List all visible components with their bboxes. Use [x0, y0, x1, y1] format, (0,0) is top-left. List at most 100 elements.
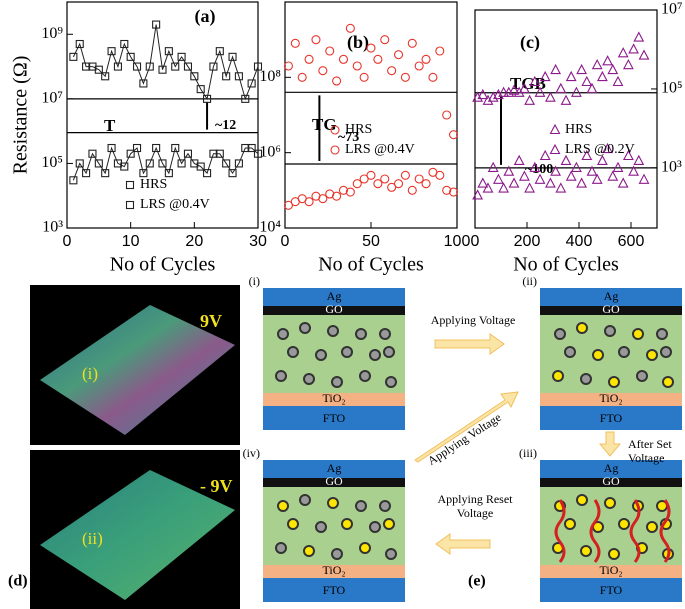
particle	[608, 376, 620, 388]
plot-frame	[66, 1, 259, 229]
data-point	[622, 59, 634, 70]
data-point	[345, 187, 355, 197]
data-point	[318, 194, 328, 204]
data-point	[414, 174, 424, 184]
data-point	[482, 182, 494, 193]
data-point	[69, 52, 78, 61]
data-point	[560, 94, 572, 105]
annotation: ~73	[338, 130, 359, 145]
stack-label: (ii)	[522, 274, 537, 288]
data-point	[94, 65, 103, 74]
layer-label: FTO	[600, 583, 623, 597]
data-point	[88, 149, 97, 158]
data-point	[373, 54, 383, 64]
data-point	[544, 177, 556, 188]
layer-label: TiO₂	[599, 391, 622, 405]
data-point	[164, 47, 173, 56]
data-point	[435, 170, 445, 180]
particle	[303, 545, 315, 557]
data-point	[387, 66, 397, 76]
data-point	[332, 76, 342, 86]
x-axis-label: No of Cycles	[513, 254, 619, 276]
particle	[355, 328, 367, 340]
arrow-label: Applying Voltage	[431, 313, 516, 327]
data-point	[617, 177, 629, 188]
legend-label: HRS	[345, 122, 372, 137]
particle	[359, 542, 371, 554]
data-point	[628, 165, 640, 176]
panel-label: (c)	[520, 32, 540, 53]
data-point	[534, 173, 546, 184]
x-tick-label: 50	[362, 233, 380, 250]
layer-tio2	[540, 565, 682, 578]
data-point	[581, 149, 593, 161]
data-point	[565, 170, 577, 181]
x-tick-label: 200	[514, 233, 541, 250]
data-point	[508, 177, 520, 188]
data-point	[222, 72, 231, 81]
particle	[331, 376, 343, 388]
particle	[564, 518, 576, 530]
data-point	[633, 31, 645, 42]
particle	[315, 349, 327, 361]
data-point	[113, 62, 122, 71]
layer-ag	[263, 288, 405, 306]
particle	[359, 370, 371, 382]
data-point	[555, 182, 567, 193]
particle	[552, 370, 564, 382]
process-arrow	[598, 431, 622, 457]
y-tick-label: 10⁵	[41, 154, 63, 171]
data-point	[152, 143, 161, 153]
layer-fto	[540, 406, 682, 430]
x-tick-label: 600	[618, 233, 645, 250]
data-point	[472, 91, 484, 102]
x-tick-label: 30	[249, 233, 267, 250]
data-point	[332, 191, 342, 201]
data-point	[107, 47, 116, 56]
data-point	[352, 61, 362, 71]
data-point	[549, 123, 561, 135]
particle	[369, 521, 381, 533]
particle	[576, 322, 588, 334]
particle	[379, 500, 391, 512]
stack-label: (i)	[249, 274, 260, 288]
layer-label: Ag	[327, 289, 342, 303]
data-point	[576, 63, 588, 75]
data-point	[190, 72, 199, 81]
data-point	[366, 170, 376, 180]
data-point	[94, 159, 103, 168]
data-point	[380, 174, 390, 184]
data-point	[366, 43, 376, 53]
x-tick-label: 0	[281, 233, 290, 250]
data-point	[550, 165, 562, 176]
legend-label: LRS @0.4V	[345, 142, 415, 157]
data-point	[518, 170, 530, 181]
arrow-label: Voltage	[628, 451, 664, 465]
data-point	[428, 72, 438, 82]
data-point	[183, 149, 193, 158]
data-point	[435, 46, 445, 56]
data-point	[290, 38, 300, 48]
particle	[662, 376, 674, 388]
particle	[275, 542, 287, 554]
particle	[341, 518, 353, 530]
layer-fto	[263, 578, 405, 602]
data-point	[576, 177, 588, 188]
particle	[341, 346, 353, 358]
afm-surface	[40, 305, 235, 435]
y-tick-label: 10³	[661, 159, 682, 176]
data-point	[549, 143, 561, 155]
process-arrow	[414, 391, 519, 463]
x-axis-label: No of Cycles	[318, 254, 424, 276]
data-point	[513, 154, 525, 165]
layer-go	[540, 306, 682, 315]
process-arrow	[434, 333, 505, 355]
data-point	[234, 72, 243, 81]
data-point	[498, 182, 510, 193]
filament	[629, 499, 641, 563]
data-point	[253, 62, 263, 71]
data-point	[534, 86, 546, 97]
particle	[618, 518, 630, 530]
particle	[554, 328, 566, 340]
